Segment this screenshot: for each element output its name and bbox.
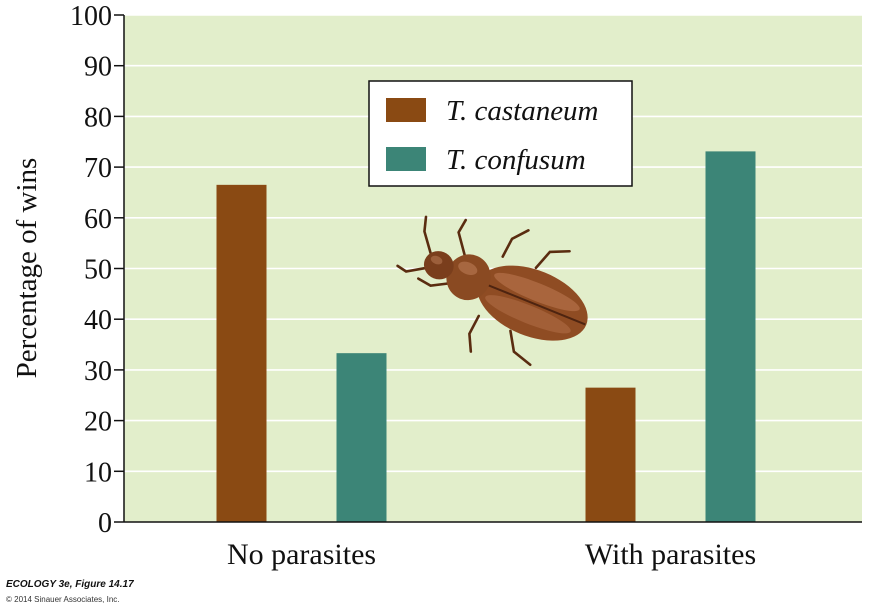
- bar-t-confusum-1: [705, 151, 756, 522]
- x-tick-label: No parasites: [227, 538, 376, 571]
- legend-label-confusum: T. confusum: [446, 144, 586, 176]
- bars: [216, 151, 756, 522]
- y-tick-label: 90: [84, 52, 112, 83]
- y-axis-label: Percentage of wins: [11, 158, 43, 379]
- legend: T. castaneum T. confusum: [368, 80, 633, 187]
- bar-t-castaneum-0: [216, 184, 267, 522]
- x-tick-labels: No parasites With parasites: [227, 538, 756, 571]
- x-tick-label: With parasites: [585, 538, 756, 571]
- beetle-illustration: [396, 215, 588, 367]
- figure-credit-title: ECOLOGY 3e, Figure 14.17: [6, 579, 134, 590]
- y-tick-label: 100: [70, 1, 112, 32]
- y-tick-label: 30: [84, 356, 112, 387]
- figure-credit-copyright: © 2014 Sinauer Associates, Inc.: [6, 595, 120, 604]
- legend-label-castaneum: T. castaneum: [446, 95, 599, 127]
- y-tick-label: 70: [84, 153, 112, 184]
- y-tick-label: 0: [98, 508, 112, 539]
- y-tick-label: 40: [84, 305, 112, 336]
- bar-t-castaneum-1: [585, 387, 636, 522]
- y-tick-label: 80: [84, 102, 112, 133]
- y-tick-label: 50: [84, 255, 112, 286]
- legend-swatch-confusum: [386, 147, 426, 171]
- bar-t-confusum-0: [336, 353, 387, 522]
- y-ticks: 0 10 20 30 40 50 60 70 80 90 100: [70, 1, 124, 539]
- legend-swatch-castaneum: [386, 98, 426, 122]
- y-tick-label: 60: [84, 204, 112, 235]
- y-tick-label: 20: [84, 407, 112, 438]
- y-tick-label: 10: [84, 457, 112, 488]
